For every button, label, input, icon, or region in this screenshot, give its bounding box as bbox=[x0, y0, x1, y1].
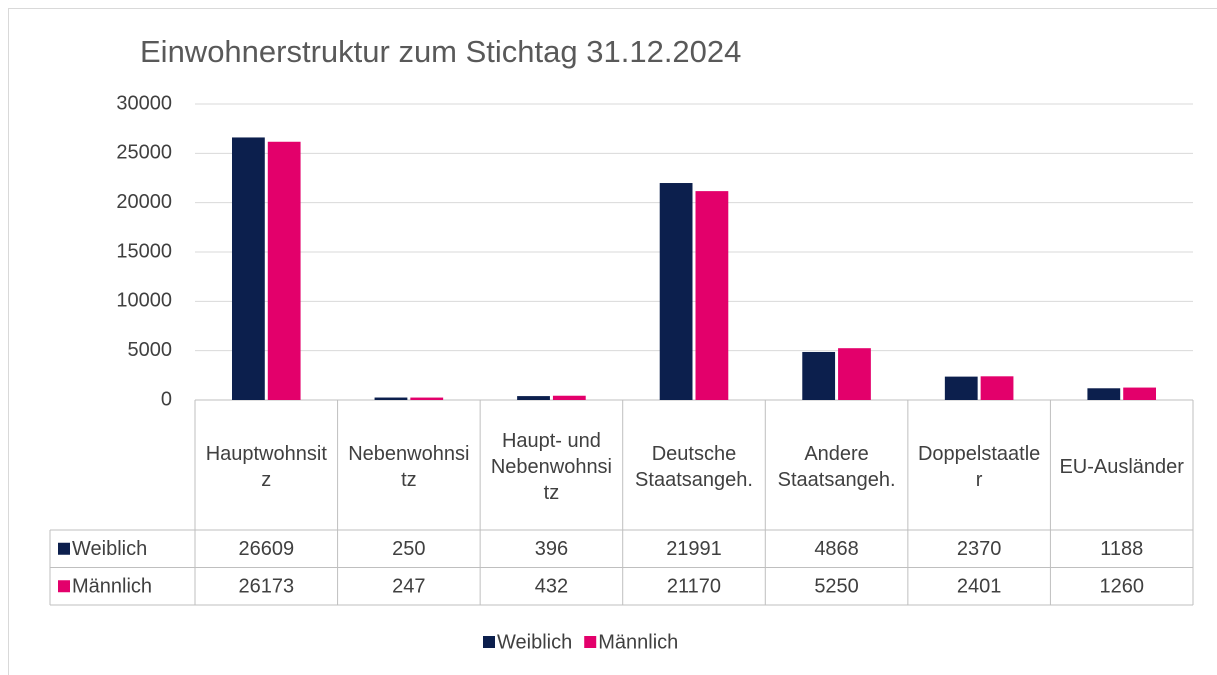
table-row-label: Männlich bbox=[72, 576, 152, 598]
legend-key bbox=[584, 636, 597, 648]
bar bbox=[552, 395, 586, 400]
bar bbox=[838, 348, 871, 400]
x-tick-label: Haupt- und Nebenwohnsitz bbox=[490, 430, 613, 504]
table-row-label: Weiblich bbox=[72, 538, 147, 560]
y-tick-label: 20000 bbox=[116, 191, 172, 213]
x-tick-label: Andere Staatsangeh. bbox=[777, 443, 896, 491]
table-value: 21170 bbox=[667, 576, 721, 598]
bar bbox=[517, 396, 550, 400]
table-value: 396 bbox=[535, 538, 568, 560]
x-tick-label: Hauptwohnsitz bbox=[205, 443, 327, 491]
bar bbox=[802, 351, 836, 400]
chart-frame bbox=[8, 8, 1217, 675]
table-value: 5250 bbox=[814, 576, 859, 598]
bar bbox=[980, 376, 1014, 400]
table-value: 247 bbox=[392, 576, 425, 598]
legend-key bbox=[483, 636, 495, 648]
legend-label: Weiblich bbox=[497, 631, 572, 653]
y-tick-label: 10000 bbox=[116, 290, 172, 312]
x-tick-label: Deutsche Staatsangeh. bbox=[635, 443, 753, 491]
table-value: 26609 bbox=[238, 538, 294, 560]
y-tick-label: 30000 bbox=[116, 92, 172, 114]
bar bbox=[374, 397, 408, 400]
table-legend-key bbox=[58, 542, 70, 555]
table-value: 26173 bbox=[238, 576, 294, 598]
y-tick-label: 25000 bbox=[116, 142, 172, 164]
bar bbox=[695, 191, 729, 400]
bar bbox=[1087, 388, 1121, 400]
table-value: 250 bbox=[392, 538, 425, 560]
table-value: 21991 bbox=[666, 538, 722, 560]
bar bbox=[1123, 387, 1157, 400]
table-value: 1260 bbox=[1099, 576, 1144, 598]
bar bbox=[267, 141, 301, 400]
table-legend-key bbox=[58, 580, 70, 593]
table-value: 1188 bbox=[1100, 538, 1143, 560]
chart-title: Einwohnerstruktur zum Stichtag 31.12.202… bbox=[140, 34, 741, 69]
table-value: 4868 bbox=[814, 538, 859, 560]
bar bbox=[410, 397, 444, 400]
y-tick-label: 5000 bbox=[128, 339, 173, 361]
table-value: 2370 bbox=[957, 538, 1002, 560]
x-tick-label: EU-Ausländer bbox=[1059, 456, 1184, 478]
x-tick-label: Doppelstaatler bbox=[917, 443, 1041, 491]
y-tick-label: 15000 bbox=[116, 240, 172, 262]
table-value: 432 bbox=[535, 576, 568, 598]
y-tick-label: 0 bbox=[161, 388, 172, 410]
bar bbox=[659, 183, 693, 400]
bar bbox=[231, 137, 265, 400]
table-value: 2401 bbox=[957, 576, 1002, 598]
bar bbox=[944, 376, 978, 400]
x-tick-label: Nebenwohnsitz bbox=[348, 443, 470, 491]
legend-label: Männlich bbox=[598, 631, 678, 653]
